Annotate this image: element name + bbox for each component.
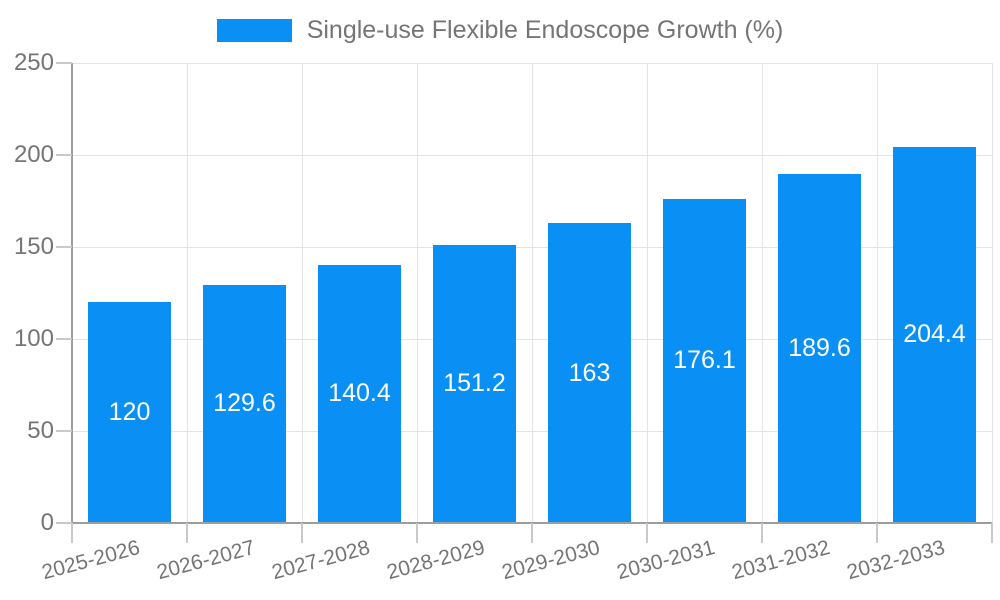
x-axis-tick-label: 2027-2028 xyxy=(269,536,373,585)
x-axis-tick xyxy=(876,523,878,543)
x-axis-tick xyxy=(186,523,188,543)
bar-value-label: 129.6 xyxy=(213,389,276,418)
x-axis-tick xyxy=(531,523,533,543)
bar[interactable]: 189.6 xyxy=(778,174,861,523)
x-axis-tick-label: 2025-2026 xyxy=(39,536,143,585)
gridline-vertical xyxy=(991,63,993,523)
bar[interactable]: 204.4 xyxy=(893,146,976,523)
bar[interactable]: 129.6 xyxy=(203,284,286,523)
y-axis-tick-label: 150 xyxy=(13,233,54,260)
legend-label: Single-use Flexible Endoscope Growth (%) xyxy=(306,16,784,44)
x-axis-tick xyxy=(646,523,648,543)
gridline-vertical xyxy=(301,63,303,523)
gridline-vertical xyxy=(416,63,418,523)
bar-value-label: 140.4 xyxy=(328,379,391,408)
y-axis-tick-label: 100 xyxy=(13,325,54,352)
bar-value-label: 163 xyxy=(568,358,611,387)
y-axis-tick-label: 0 xyxy=(40,509,54,536)
y-axis-line xyxy=(71,63,73,543)
bar[interactable]: 176.1 xyxy=(663,198,746,523)
y-axis-tick xyxy=(56,522,72,524)
plot-area: 120 129.6 140.4 151.2 163 176.1 189.6 204.4 xyxy=(71,62,993,524)
bar[interactable]: 120 xyxy=(88,302,171,523)
bar-value-label: 176.1 xyxy=(673,346,736,375)
y-axis-tick xyxy=(56,338,72,340)
chart-legend: Single-use Flexible Endoscope Growth (%) xyxy=(0,16,1000,45)
gridline-vertical xyxy=(876,63,878,523)
bar[interactable]: 163 xyxy=(548,223,631,523)
x-axis-tick-label: 2028-2029 xyxy=(384,536,488,585)
x-axis-tick-label: 2032-2033 xyxy=(844,536,948,585)
y-axis-tick-label: 50 xyxy=(27,417,54,444)
x-axis-tick xyxy=(301,523,303,543)
x-axis-tick-label: 2031-2032 xyxy=(729,536,833,585)
bar-value-label: 120 xyxy=(108,398,151,427)
x-axis-tick xyxy=(991,523,993,543)
gridline-vertical xyxy=(531,63,533,523)
legend-swatch xyxy=(216,19,292,42)
x-axis-tick xyxy=(761,523,763,543)
x-axis-tick-label: 2030-2031 xyxy=(614,536,718,585)
x-axis-tick xyxy=(71,523,73,543)
gridline-vertical xyxy=(186,63,188,523)
gridline-vertical xyxy=(761,63,763,523)
x-axis-tick-label: 2026-2027 xyxy=(154,536,258,585)
bar-value-label: 204.4 xyxy=(903,320,966,349)
bar-value-label: 189.6 xyxy=(788,334,851,363)
bar-value-label: 151.2 xyxy=(443,369,506,398)
y-axis-tick xyxy=(56,154,72,156)
y-axis-tick-label: 200 xyxy=(13,141,54,168)
bar[interactable]: 151.2 xyxy=(433,244,516,523)
x-axis-tick-label: 2029-2030 xyxy=(499,536,603,585)
y-axis-tick xyxy=(56,246,72,248)
bar[interactable]: 140.4 xyxy=(318,264,401,523)
y-axis-tick-label: 250 xyxy=(13,49,54,76)
x-axis-tick xyxy=(416,523,418,543)
y-axis-tick xyxy=(56,430,72,432)
gridline-vertical xyxy=(646,63,648,523)
y-axis-tick xyxy=(56,62,72,64)
